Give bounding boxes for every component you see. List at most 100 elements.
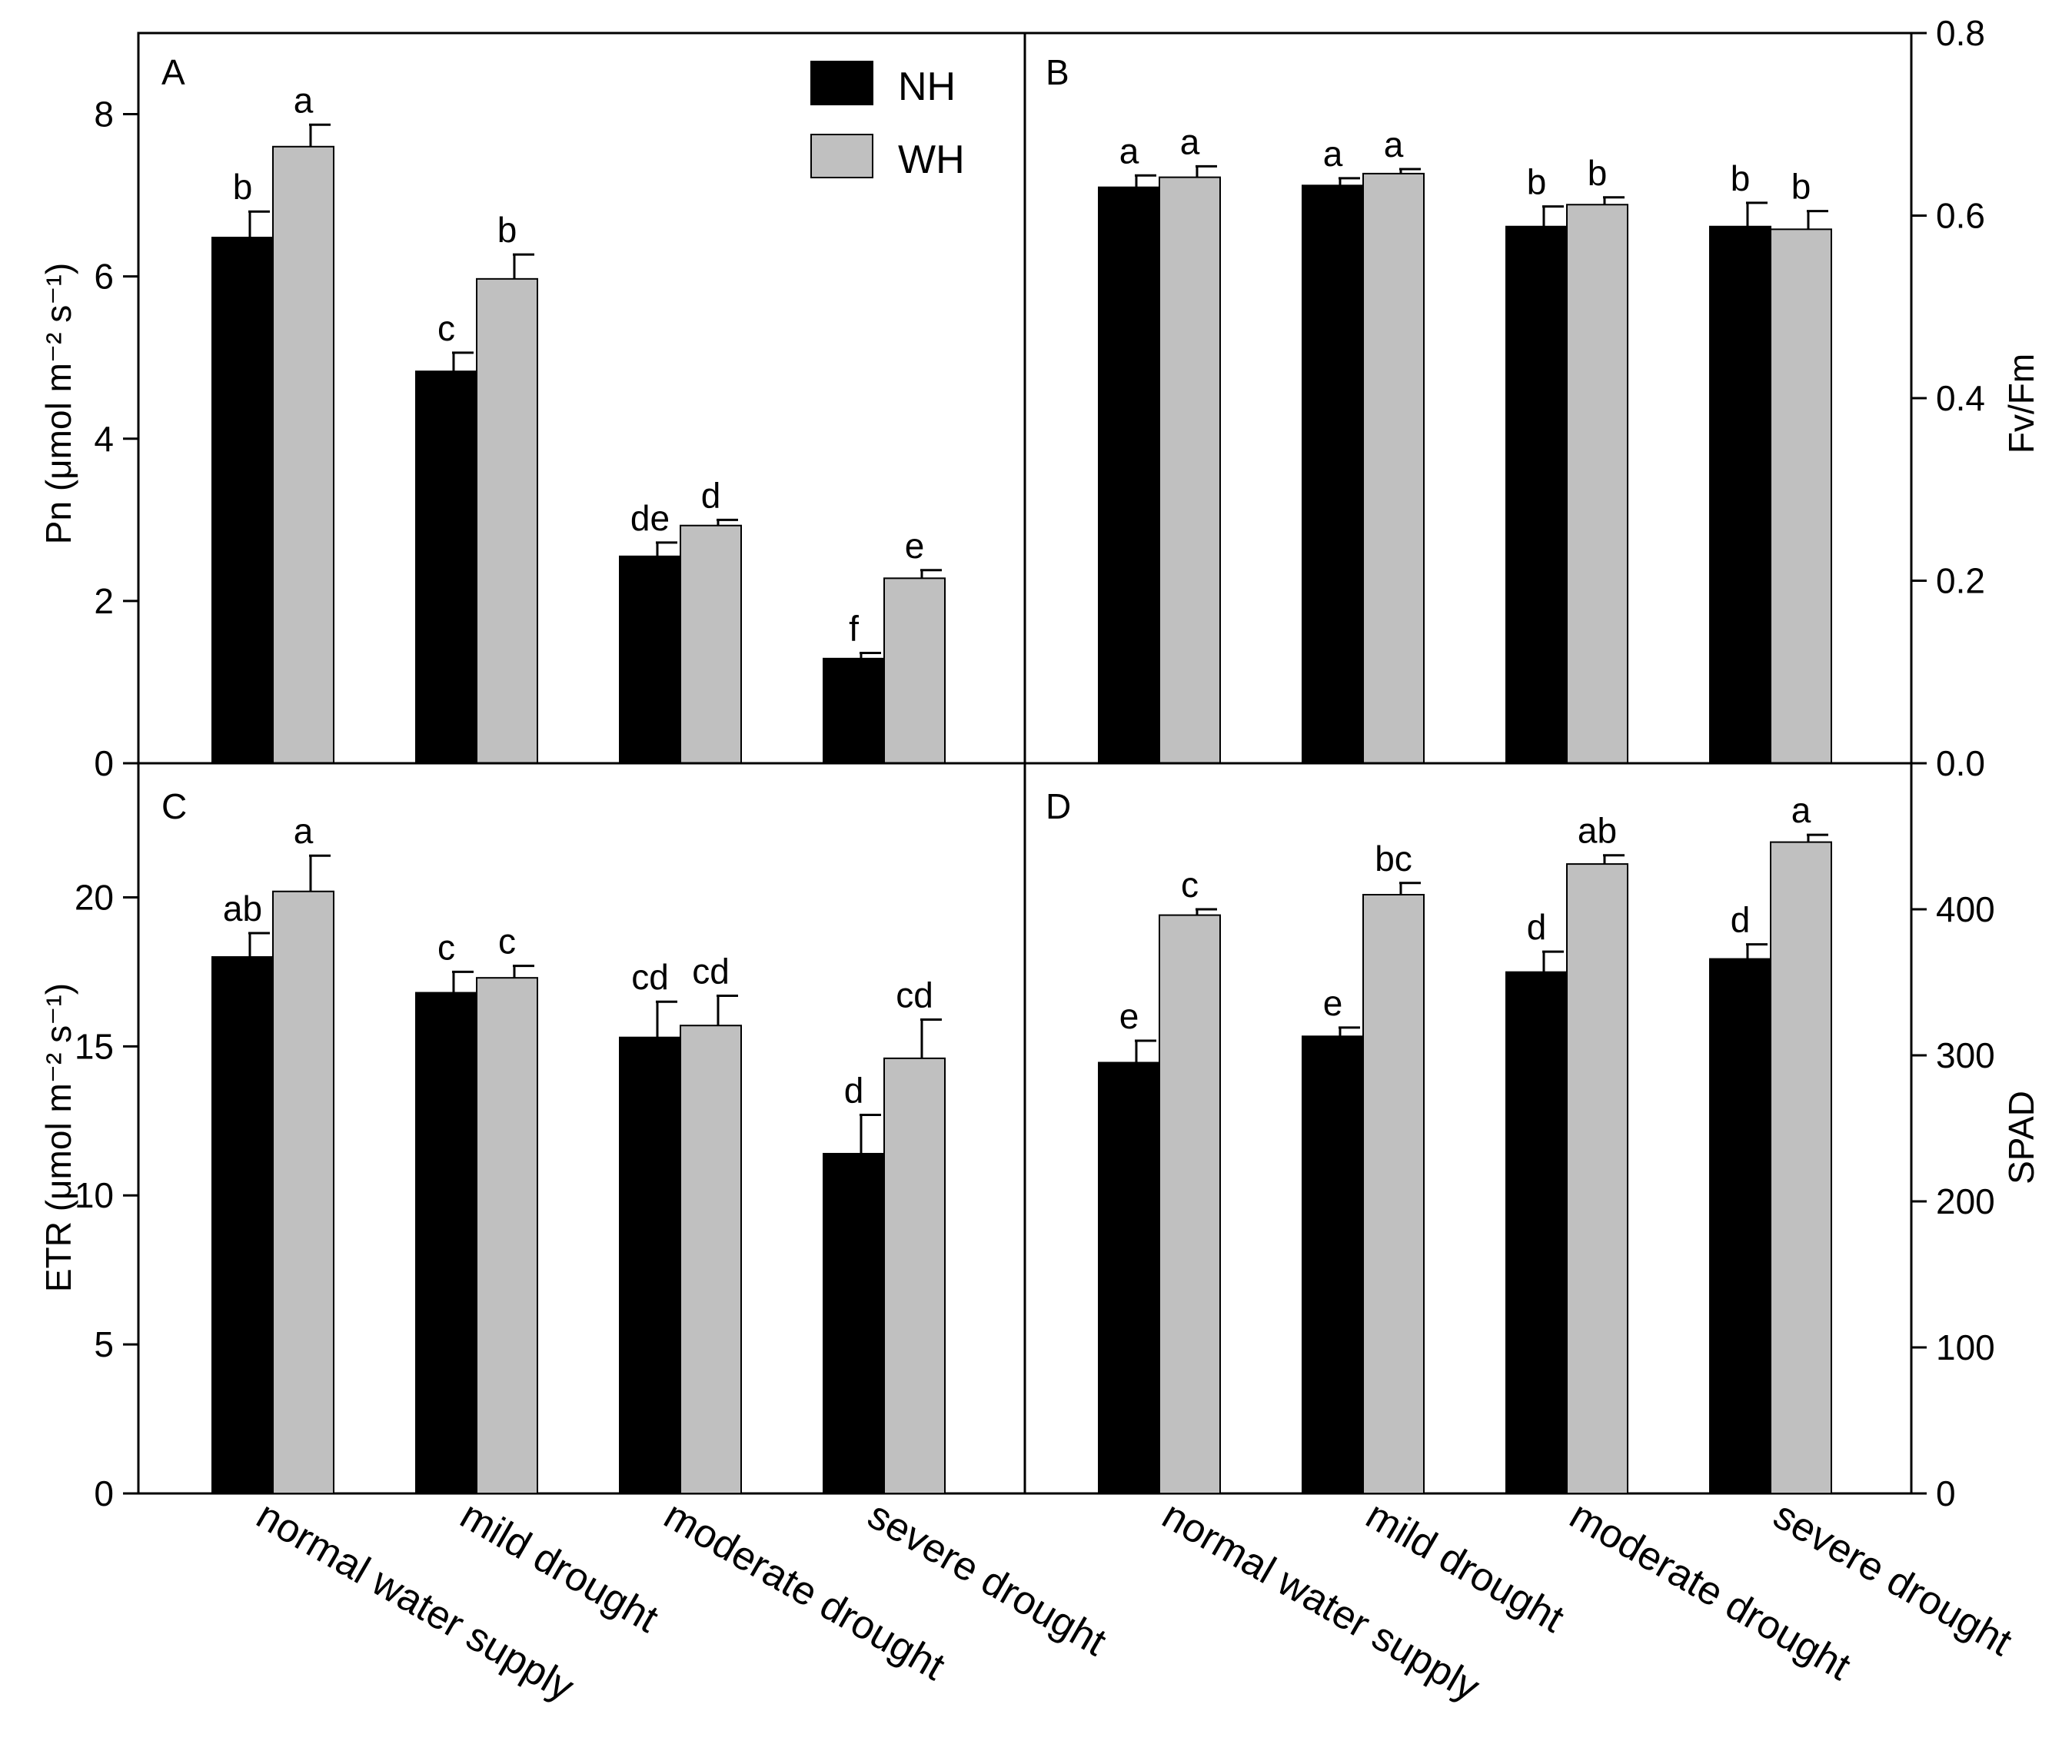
significance-letter-wh: a — [1791, 790, 1811, 830]
significance-letter-nh: f — [849, 608, 859, 648]
panel-label-b: B — [1046, 52, 1069, 92]
panel-b: 0.00.20.40.60.8a ab ba ab b — [1023, 13, 1985, 783]
y-axis-title-fvfm: Fv/Fm — [2001, 354, 2041, 453]
bar-nh — [211, 956, 274, 1494]
bar-nh — [1709, 225, 1771, 764]
bar-nh — [1505, 225, 1568, 764]
bar-nh — [823, 657, 885, 764]
y-tick-label: 6 — [94, 257, 114, 297]
significance-letter-nh: cd — [631, 957, 669, 997]
bar-wh — [1566, 204, 1628, 764]
significance-letter-wh: cd — [896, 975, 933, 1015]
bar-wh — [1159, 914, 1221, 1494]
significance-letter-nh: a — [1119, 131, 1139, 171]
bar-nh — [1098, 1061, 1160, 1494]
bar-nh — [823, 1152, 885, 1495]
significance-letter-nh: e — [1323, 983, 1343, 1023]
y-tick-label: 0.6 — [1936, 196, 1985, 236]
bar-nh — [619, 1036, 681, 1495]
y-tick-label: 8 — [94, 95, 114, 135]
significance-letter-nh: b — [1527, 162, 1547, 202]
significance-letter-wh: b — [1588, 153, 1608, 193]
legend-swatch-nh — [810, 61, 873, 105]
bar-wh — [883, 1057, 946, 1494]
y-tick-label: 10 — [75, 1175, 114, 1215]
bar-wh — [476, 977, 538, 1495]
significance-letter-wh: a — [294, 80, 314, 120]
significance-letter-wh: d — [701, 475, 721, 515]
y-tick-label: 0 — [1936, 1473, 1956, 1513]
panel-d: 0 100 200 300 400 e e d d c bc ab a — [1023, 762, 1995, 1513]
bar-nh — [1709, 958, 1771, 1494]
y-axis-title-spad: SPAD — [2001, 1091, 2041, 1184]
bar-nh — [211, 237, 274, 764]
panel-frame-d — [1023, 762, 1913, 1495]
y-tick-label: 0 — [94, 743, 114, 783]
bar-wh — [883, 577, 946, 764]
bar-nh — [1098, 186, 1160, 764]
significance-letter-nh: de — [630, 498, 670, 538]
bar-wh — [476, 277, 538, 765]
bar-wh — [272, 145, 334, 764]
significance-letter-wh: cd — [692, 951, 730, 991]
bar-wh — [1159, 176, 1221, 764]
bar-wh — [680, 524, 742, 764]
bar-nh — [415, 370, 477, 764]
bar-nh — [1505, 971, 1568, 1494]
bar-wh — [1362, 894, 1425, 1494]
bar-nh — [619, 555, 681, 764]
legend-label-nh: NH — [898, 65, 956, 109]
significance-letter-nh: ab — [223, 889, 262, 929]
y-tick-label: 0.8 — [1936, 13, 1985, 53]
panel-label-a: A — [161, 52, 185, 92]
bar-nh — [1302, 1035, 1364, 1495]
significance-letter-nh: c — [437, 308, 455, 348]
significance-letter-wh: c — [1181, 865, 1199, 905]
significance-letter-wh: ab — [1578, 811, 1617, 851]
significance-letter-nh: e — [1119, 996, 1139, 1036]
panel-label-d: D — [1046, 786, 1071, 826]
significance-letter-wh: e — [905, 526, 925, 566]
bar-wh — [272, 890, 334, 1495]
y-tick-label: 5 — [94, 1324, 114, 1364]
y-tick-label: 0.0 — [1936, 743, 1985, 783]
bar-nh — [1302, 184, 1364, 764]
bar-wh — [1566, 863, 1628, 1494]
y-tick-label: 0 — [94, 1473, 114, 1513]
y-tick-label: 0.2 — [1936, 561, 1985, 601]
significance-letter-wh: b — [497, 210, 517, 250]
y-tick-label: 400 — [1936, 889, 1995, 929]
significance-letter-wh: a — [1180, 121, 1200, 161]
y-tick-label: 4 — [94, 419, 114, 459]
legend: NH WH — [810, 61, 965, 182]
significance-letter-wh: b — [1791, 167, 1811, 207]
legend-label-wh: WH — [898, 138, 965, 182]
significance-letter-nh: d — [1527, 907, 1547, 947]
bar-wh — [1770, 841, 1832, 1494]
y-tick-label: 200 — [1936, 1181, 1995, 1221]
significance-letter-nh: d — [1731, 900, 1751, 940]
y-axis-title-etr: ETR (μmol m⁻² s⁻¹) — [38, 983, 78, 1292]
bar-nh — [415, 992, 477, 1494]
significance-letter-wh: c — [498, 922, 516, 962]
bar-wh — [1362, 172, 1425, 764]
y-tick-label: 20 — [75, 877, 114, 917]
significance-letter-nh: b — [1731, 158, 1751, 198]
significance-letter-nh: d — [844, 1071, 864, 1111]
legend-swatch-wh — [810, 134, 873, 178]
y-tick-label: 15 — [75, 1026, 114, 1066]
y-axis-title-pn: Pn (μmol m⁻² s⁻¹) — [38, 263, 78, 544]
significance-letter-wh: a — [294, 811, 314, 851]
significance-letter-wh: a — [1384, 125, 1404, 164]
bar-wh — [1770, 228, 1832, 764]
panel-label-c: C — [161, 786, 187, 826]
y-tick-label: 2 — [94, 581, 114, 621]
bar-wh — [680, 1025, 742, 1494]
y-tick-label: 100 — [1936, 1327, 1995, 1367]
y-tick-label: 300 — [1936, 1035, 1995, 1075]
significance-letter-nh: a — [1323, 134, 1343, 174]
significance-letter-nh: b — [233, 167, 253, 207]
